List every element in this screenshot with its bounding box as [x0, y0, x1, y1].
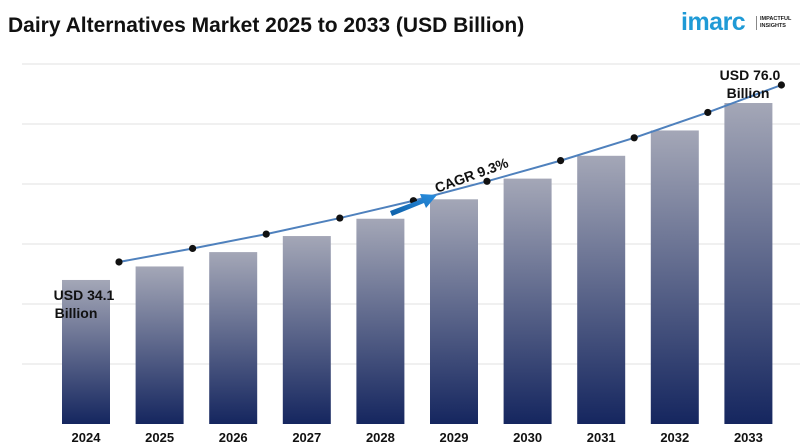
x-tick-label: 2024 [72, 430, 102, 445]
end-value-label: USD 76.0 [720, 67, 781, 83]
x-tick-label: 2033 [734, 430, 763, 445]
logo-tagline: IMPACTFUL INSIGHTS [756, 16, 791, 30]
x-tick-label: 2025 [145, 430, 174, 445]
bar-2031 [577, 155, 626, 424]
bars [62, 103, 773, 424]
x-axis-labels: 2024 2025 2026 2027 2028 2029 2030 2031 2032 2033 [72, 430, 763, 445]
start-value-label: USD 34.1 [54, 287, 115, 303]
x-tick-label: 2028 [366, 430, 395, 445]
bar-2033 [724, 103, 773, 424]
start-value-unit: Billion [55, 305, 98, 321]
x-tick-label: 2026 [219, 430, 248, 445]
bar-2025 [135, 266, 184, 424]
cagr-arrow [390, 194, 437, 216]
trend-point [336, 214, 344, 222]
trend-point [630, 134, 638, 142]
trend-point [704, 108, 712, 117]
logo-tagline-line2: INSIGHTS [760, 23, 786, 29]
x-tick-label: 2029 [440, 430, 469, 445]
bar-2030 [503, 178, 552, 424]
end-value-unit: Billion [727, 85, 770, 101]
trend-line-path [118, 84, 782, 263]
trend-point [115, 258, 123, 266]
bar-2024 [62, 279, 110, 424]
x-tick-label: 2030 [513, 430, 542, 445]
x-tick-label: 2027 [292, 430, 321, 445]
bar-2028 [356, 218, 405, 424]
trend-line [115, 81, 786, 266]
logo-wordmark: imarc [681, 8, 746, 36]
trend-point [262, 230, 270, 238]
trend-point [557, 157, 565, 165]
logo-tagline-line1: IMPACTFUL [760, 16, 792, 22]
imarc-logo: imarc IMPACTFUL INSIGHTS [681, 6, 793, 42]
bar-2032 [650, 130, 699, 424]
trend-point [189, 244, 197, 253]
trend-point [483, 177, 491, 185]
chart-title: Dairy Alternatives Market 2025 to 2033 (… [8, 14, 525, 37]
cagr-label: CAGR 9.3% [433, 154, 511, 196]
x-tick-label: 2032 [660, 430, 689, 445]
bar-2029 [430, 199, 478, 424]
x-tick-label: 2031 [587, 430, 616, 445]
bar-2027 [282, 236, 331, 424]
bar-2026 [209, 252, 258, 424]
trend-point [777, 81, 786, 89]
